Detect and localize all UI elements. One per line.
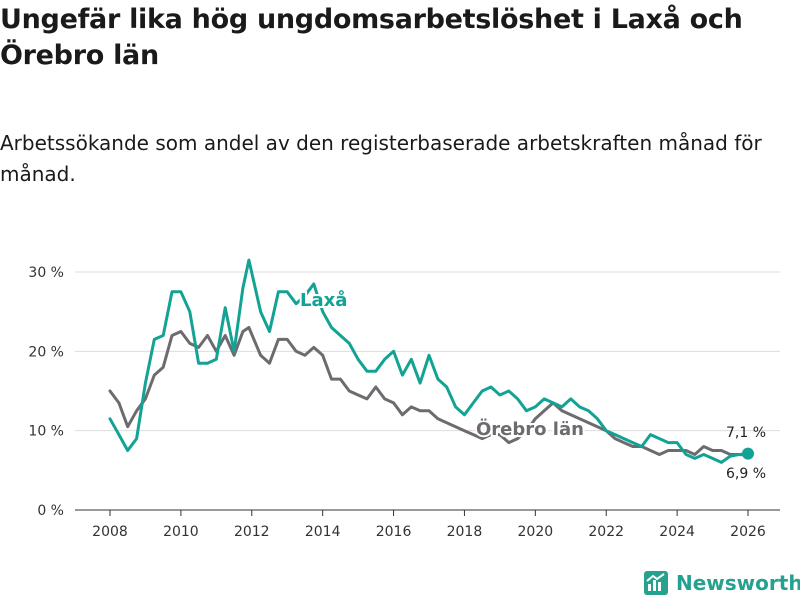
x-tick-label: 2024 — [659, 524, 695, 540]
y-tick-label: 30 % — [28, 265, 64, 281]
x-tick-label: 2016 — [376, 524, 412, 540]
series-line-laxa — [108, 258, 750, 464]
series-label-laxa: Laxå — [300, 289, 347, 311]
y-tick-label: 0 % — [37, 503, 64, 519]
y-tick-label: 10 % — [28, 424, 64, 440]
x-tick-label: 2008 — [92, 524, 128, 540]
brand-logo: Newsworthy — [644, 568, 800, 598]
x-tick-label: 2010 — [163, 524, 199, 540]
newsworthy-logo-icon — [644, 571, 668, 595]
chart-subtitle: Arbetssökande som andel av den registerb… — [0, 131, 762, 186]
end-point-laxa — [742, 447, 754, 460]
x-tick-label: 2018 — [447, 524, 483, 540]
end-value-label-laxa: 7,1 % — [726, 425, 766, 441]
x-tick-label: 2022 — [588, 524, 624, 540]
chart-title: Ungefär lika hög ungdomsarbetslöshet i L… — [0, 4, 743, 71]
brand-name: Newsworthy — [676, 571, 800, 595]
x-tick-label: 2020 — [518, 524, 554, 540]
x-tick-label: 2012 — [234, 524, 270, 540]
end-value-label-orebro: 6,9 % — [726, 466, 766, 482]
x-tick-label: 2014 — [305, 524, 341, 540]
y-tick-label: 20 % — [28, 344, 64, 360]
x-tick-label: 2026 — [730, 524, 766, 540]
series-label-orebro: Örebro län — [476, 418, 584, 440]
